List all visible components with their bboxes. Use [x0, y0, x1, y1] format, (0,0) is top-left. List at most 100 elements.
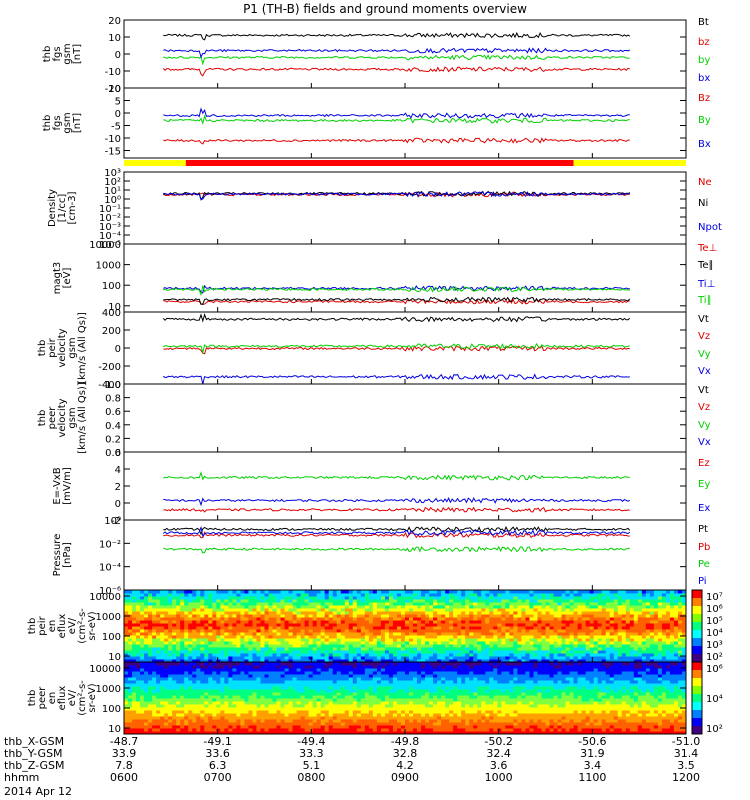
spectrogram-cell — [316, 614, 322, 618]
spectrogram-cell — [489, 620, 494, 624]
spectrogram-cell — [208, 710, 213, 714]
spectrogram-cell — [453, 623, 458, 627]
spectrogram-cell — [557, 620, 563, 624]
spectrogram-cell — [633, 638, 639, 642]
spectrogram-cell — [497, 590, 502, 594]
spectrogram-cell — [192, 596, 197, 600]
spectrogram-cell — [477, 617, 482, 621]
spectrogram-cell — [641, 620, 647, 624]
spectrogram-cell — [292, 650, 298, 654]
spectrogram-cell — [405, 656, 410, 660]
spectrogram-cell — [605, 635, 611, 639]
spectrogram-cell — [216, 662, 221, 666]
spectrogram-cell — [441, 647, 446, 651]
spectrogram-cell — [461, 623, 466, 627]
spectrogram-cell — [200, 713, 205, 717]
spectrogram-cell — [260, 605, 265, 609]
spectrogram-cell — [429, 593, 434, 597]
spectrogram-cell — [396, 659, 402, 663]
spectrogram-cell — [212, 617, 217, 621]
spectrogram-cell — [212, 707, 217, 711]
spectrogram-cell — [340, 662, 346, 666]
spectrogram-cell — [156, 677, 161, 681]
spectrogram-cell — [340, 677, 346, 681]
spectrogram-cell — [176, 641, 181, 645]
spectrogram-cell — [288, 722, 294, 726]
spectrogram-cell — [236, 686, 241, 690]
spectrogram-cell — [425, 626, 430, 630]
spectrogram-cell — [148, 662, 153, 666]
spectrogram-cell — [657, 599, 663, 603]
spectrogram-cell — [276, 602, 282, 606]
spectrogram-cell — [280, 671, 286, 675]
spectrogram-cell — [316, 683, 322, 687]
spectrogram-cell — [172, 623, 177, 627]
spectrogram-cell — [609, 602, 615, 606]
spectrogram-cell — [252, 602, 257, 606]
colorbar-segment — [692, 598, 702, 607]
spectrogram-cell — [493, 638, 498, 642]
spectrogram-cell — [320, 653, 326, 657]
spectrogram-cell — [356, 650, 362, 654]
y-axis-label-line: magt3 — [52, 262, 63, 295]
spectrogram-cell — [132, 596, 137, 600]
spectrogram-cell — [148, 656, 153, 660]
spectrogram-cell — [164, 641, 169, 645]
spectrogram-cell — [152, 593, 157, 597]
spectrogram-cell — [384, 614, 390, 618]
spectrogram-cell — [172, 632, 177, 636]
spectrogram-cell — [621, 644, 627, 648]
spectrogram-cell — [164, 671, 169, 675]
spectrogram-cell — [441, 596, 446, 600]
spectrogram-cell — [184, 686, 189, 690]
spectrogram-cell — [396, 596, 402, 600]
y-axis-label-line: peir — [37, 615, 48, 635]
spectrogram-cell — [196, 731, 201, 735]
spectrogram-cell — [396, 590, 402, 594]
spectrogram-cell — [188, 731, 193, 735]
y-axis-label: Pressure [nPa] — [52, 534, 73, 577]
spectrogram-cell — [380, 599, 386, 603]
spectrogram-cell — [188, 707, 193, 711]
spectrogram-cell — [336, 611, 342, 615]
spectrogram-cell — [388, 602, 394, 606]
spectrogram-cell — [136, 653, 141, 657]
spectrogram-cell — [164, 701, 169, 705]
spectrogram-cell — [493, 650, 498, 654]
spectrogram-cell — [316, 680, 322, 684]
spectrogram-cell — [581, 641, 587, 645]
spectrogram-cell — [164, 602, 169, 606]
spectrogram-cell — [276, 698, 282, 702]
spectrogram-cell — [296, 713, 302, 717]
spectrogram-cell — [497, 593, 502, 597]
spectrogram-cell — [136, 704, 141, 708]
spectrogram-cell — [637, 638, 643, 642]
spectrogram-cell — [621, 659, 627, 663]
spectrogram-cell — [597, 611, 603, 615]
spectrogram-cell — [236, 623, 241, 627]
spectrogram-cell — [332, 593, 338, 597]
spectrogram-cell — [332, 656, 338, 660]
spectrogram-cell — [324, 653, 330, 657]
spectrogram-cell — [324, 635, 330, 639]
spectrogram-cell — [372, 590, 378, 594]
spectrogram-cell — [569, 605, 575, 609]
spectrogram-cell — [597, 605, 603, 609]
spectrogram-cell — [445, 593, 450, 597]
spectrogram-cell — [368, 650, 374, 654]
spectrogram-cell — [565, 599, 571, 603]
spectrogram-cell — [573, 605, 579, 609]
spectrogram-cell — [465, 611, 470, 615]
spectrogram-cell — [625, 593, 631, 597]
spectrogram-cell — [220, 719, 225, 723]
spectrogram-cell — [489, 632, 494, 636]
spectrogram-cell — [124, 722, 129, 726]
spectrogram-cell — [465, 644, 470, 648]
spectrogram-cell — [152, 686, 157, 690]
spectrogram-cell — [561, 647, 567, 651]
spectrogram-cell — [140, 623, 145, 627]
spectrogram-cell — [328, 659, 334, 663]
spectrogram-cell — [449, 635, 454, 639]
spectrogram-cell — [513, 596, 518, 600]
spectrogram-cell — [465, 596, 470, 600]
